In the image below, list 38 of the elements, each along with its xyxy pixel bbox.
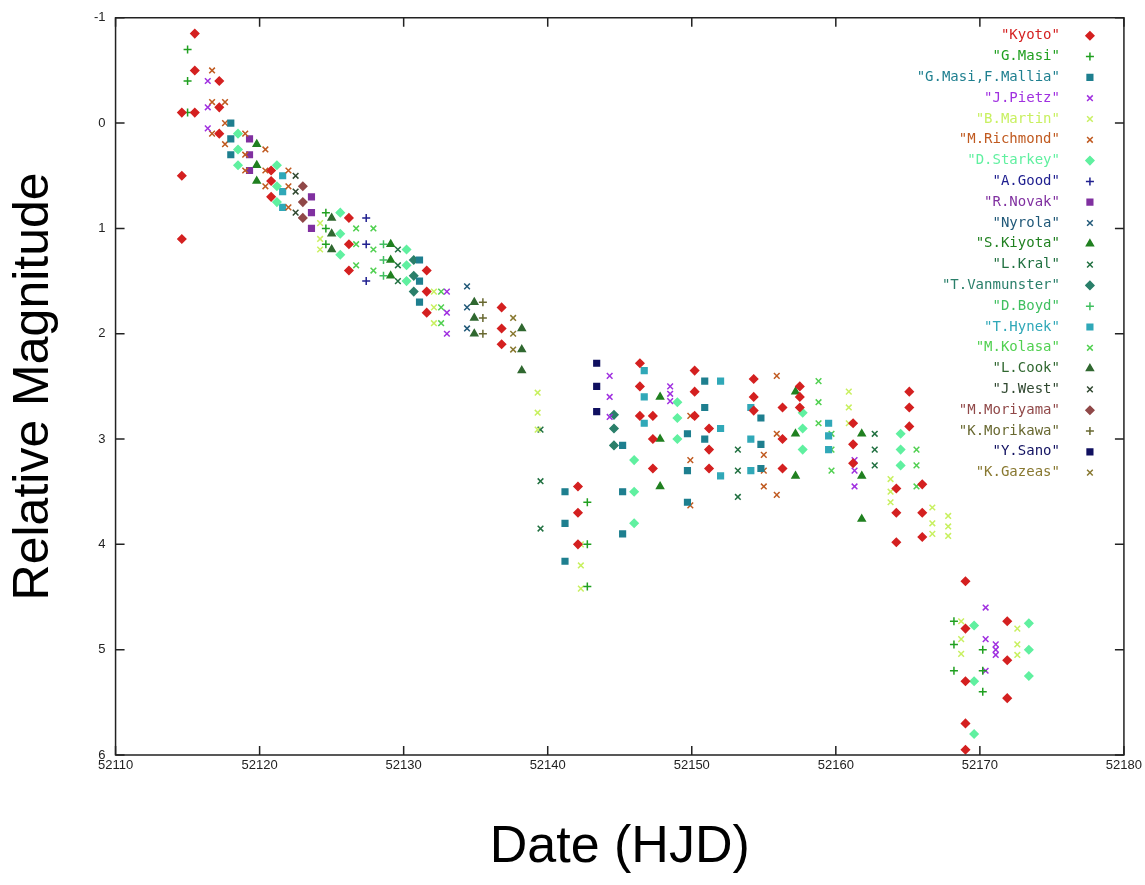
y-tick-label: 4 — [98, 535, 106, 551]
legend-label: "L.Cook" — [992, 359, 1060, 376]
y-tick-label: 1 — [98, 220, 106, 236]
y-tick-label: 5 — [98, 641, 106, 657]
legend-label: "L.Kral" — [992, 255, 1060, 272]
legend-label: "B.Martin" — [975, 109, 1060, 126]
legend-label: "M.Kolasa" — [975, 338, 1060, 355]
legend-label: "A.Good" — [992, 172, 1060, 189]
y-axis-title: Relative Magnitude — [2, 172, 59, 601]
y-tick-label: 3 — [98, 430, 106, 446]
y-tick-label: 2 — [98, 325, 106, 341]
legend-label: "D.Starkey" — [967, 151, 1060, 168]
legend-label: "J.Pietz" — [984, 88, 1060, 105]
legend-label: "M.Moriyama" — [958, 400, 1060, 417]
legend-label: "T.Vanmunster" — [941, 276, 1060, 293]
legend-label: "Kyoto" — [1000, 26, 1060, 43]
x-axis-title: Date (HJD) — [489, 815, 750, 874]
x-tick-label: 52150 — [673, 757, 710, 773]
legend-label: "D.Boyd" — [992, 296, 1060, 313]
legend-label: "G.Masi,F.Mallia" — [916, 68, 1060, 85]
x-tick-label: 52160 — [817, 757, 854, 773]
x-tick-label: 52120 — [241, 757, 278, 773]
x-tick-label: 52140 — [529, 757, 566, 773]
legend-label: "K.Gazeas" — [975, 463, 1060, 480]
legend-label: "Nyrola" — [992, 213, 1060, 230]
legend-label: "J.West" — [992, 380, 1060, 397]
x-tick-label: 52170 — [961, 757, 998, 773]
legend-label: "M.Richmond" — [958, 130, 1060, 147]
legend-label: "T.Hynek" — [984, 317, 1060, 334]
y-tick-label: -1 — [94, 9, 106, 25]
x-tick-label: 52180 — [1105, 757, 1142, 773]
legend-label: "G.Masi" — [992, 47, 1060, 64]
legend-label: "K.Morikawa" — [958, 421, 1060, 438]
legend-label: "R.Novak" — [984, 192, 1060, 209]
y-tick-label: 0 — [98, 114, 106, 130]
legend-label: "Y.Sano" — [992, 442, 1060, 459]
x-tick-label: 52130 — [385, 757, 422, 773]
legend-label: "S.Kiyota" — [975, 234, 1060, 251]
